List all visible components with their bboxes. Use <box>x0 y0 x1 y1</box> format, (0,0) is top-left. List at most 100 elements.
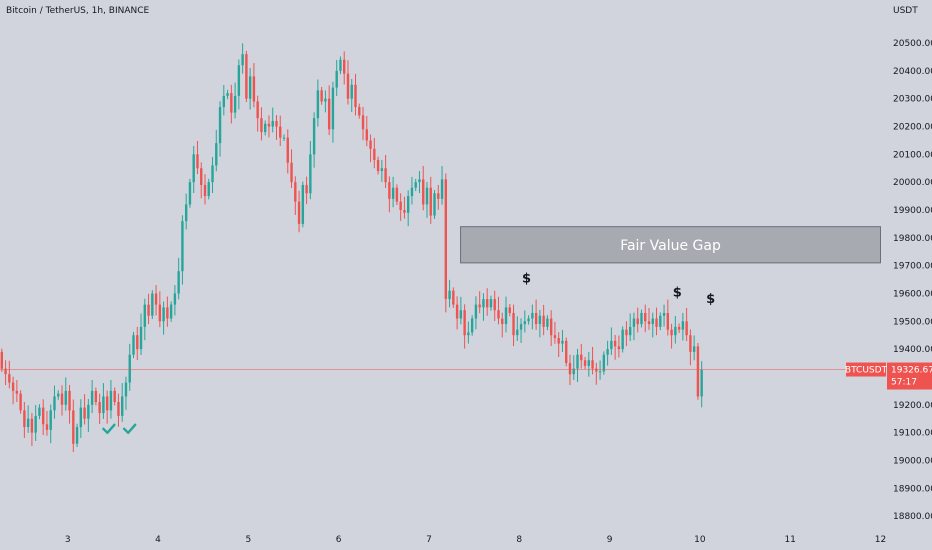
candle <box>696 343 700 400</box>
price-tick-label: 19700.00 <box>893 262 932 272</box>
candle <box>674 316 677 344</box>
candle-body <box>587 360 590 366</box>
candle <box>181 215 184 285</box>
candle <box>30 412 34 446</box>
candle-body <box>621 329 624 350</box>
last-price-value: 19326.67 <box>891 366 932 376</box>
candle-body <box>233 95 237 113</box>
candle <box>602 351 606 375</box>
candle-body <box>38 407 41 416</box>
last-price-layer: BTCUSDT 19326.67 57:17 <box>0 362 932 390</box>
candle <box>395 184 399 205</box>
candle-body <box>98 402 101 414</box>
candle <box>19 390 22 414</box>
price-axis[interactable]: 18800.00 18900.00 19000.00 19100.00 19200.00… <box>893 39 932 522</box>
candle <box>294 176 297 216</box>
candle <box>373 137 376 169</box>
candle <box>670 323 673 349</box>
candle-body <box>508 307 511 313</box>
candle <box>245 50 248 103</box>
candle <box>90 380 94 414</box>
candle-body <box>489 299 493 308</box>
candle-body <box>218 107 222 144</box>
candle <box>75 423 79 448</box>
candle <box>448 279 451 308</box>
candle-body <box>384 168 387 183</box>
candle <box>41 399 45 436</box>
candle <box>452 287 455 308</box>
candle <box>154 285 158 316</box>
candle <box>595 362 598 385</box>
candle-body <box>546 318 549 327</box>
candle-body <box>358 107 361 116</box>
candle <box>72 399 75 453</box>
candle <box>166 296 169 327</box>
candle-body <box>41 407 45 425</box>
candle-body <box>105 396 109 411</box>
candle <box>102 383 105 419</box>
candle <box>132 331 135 359</box>
time-axis[interactable]: 3 4 5 6 7 8 9 10 11 12 <box>65 535 886 545</box>
candle-body <box>388 182 391 199</box>
time-tick-label: 7 <box>426 535 432 545</box>
candle <box>474 296 478 330</box>
fvg-label: Fair Value Gap <box>620 238 721 254</box>
price-tick-label: 19600.00 <box>893 289 932 299</box>
candle <box>467 321 470 344</box>
candle-body <box>94 390 98 402</box>
candle-body <box>279 126 282 138</box>
candle <box>516 316 519 342</box>
candle-body <box>166 307 169 319</box>
candle <box>606 340 609 366</box>
candle-body <box>399 201 402 210</box>
candle <box>553 321 557 344</box>
candle <box>489 295 493 311</box>
candle-body <box>252 76 256 102</box>
candle-body <box>583 360 587 366</box>
candle-body <box>248 76 252 99</box>
candle-body <box>260 118 263 133</box>
candle <box>335 60 338 96</box>
time-tick-label: 12 <box>875 535 886 545</box>
candle-body <box>647 321 651 325</box>
candle-body <box>26 418 30 428</box>
candle <box>34 405 37 441</box>
candle-body <box>294 182 297 202</box>
dollar-icon: $ <box>673 285 682 300</box>
candle-body <box>459 310 463 319</box>
candle-body <box>327 98 331 130</box>
candle <box>301 181 305 228</box>
candle-body <box>391 187 395 199</box>
candle-body <box>455 304 459 319</box>
candle-body <box>230 93 233 113</box>
candle <box>271 107 274 133</box>
candle-body <box>504 307 508 325</box>
candle <box>644 304 647 333</box>
candle-body <box>290 162 293 183</box>
candle <box>685 307 688 342</box>
candle <box>598 360 602 380</box>
candle <box>203 174 207 205</box>
candle <box>23 402 26 438</box>
candle-body <box>395 187 399 202</box>
price-tick-label: 19000.00 <box>893 456 932 466</box>
candle-body <box>75 427 79 444</box>
candle-body <box>418 179 421 183</box>
candle <box>162 301 165 335</box>
candle-body <box>339 59 342 71</box>
candle <box>173 285 177 316</box>
candle-body <box>568 363 572 375</box>
candle <box>128 343 131 391</box>
candle-body <box>109 390 113 411</box>
candle <box>305 176 308 205</box>
candle <box>692 335 696 361</box>
candle <box>459 296 463 325</box>
candle <box>406 190 410 227</box>
candle-body <box>692 346 696 352</box>
candle <box>121 383 124 422</box>
time-tick-label: 5 <box>245 535 251 545</box>
candle <box>677 323 681 333</box>
candle <box>248 68 252 110</box>
candle <box>486 288 489 316</box>
